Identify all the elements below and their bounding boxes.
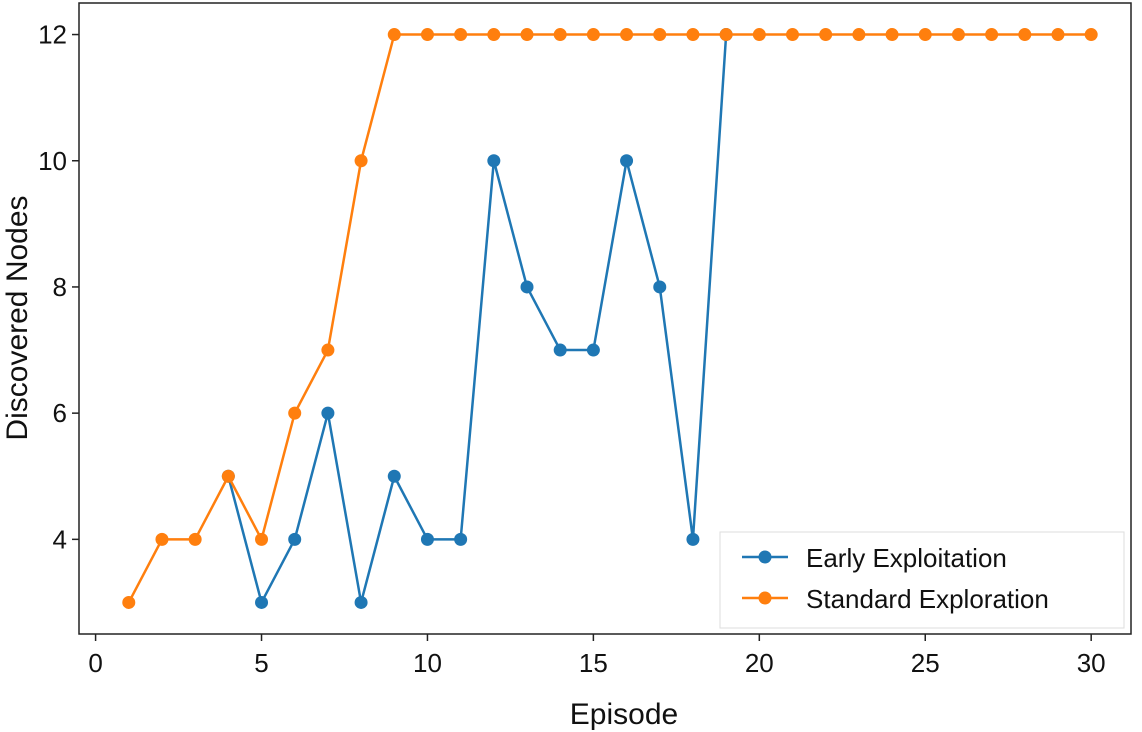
y-axis: 4 6 8 10 12 [38, 20, 79, 554]
legend-marker-early-exploitation [758, 550, 772, 564]
data-point-early-exploitation [586, 343, 600, 357]
data-point-early-exploitation [653, 280, 667, 294]
data-point-standard-exploration [1051, 28, 1065, 42]
plot-frame [78, 2, 1132, 635]
data-point-standard-exploration [354, 154, 368, 168]
y-tick-label: 10 [38, 146, 67, 176]
y-tick-label: 6 [53, 398, 67, 428]
data-point-standard-exploration [985, 28, 999, 42]
x-tick-label: 30 [1077, 648, 1106, 678]
data-point-standard-exploration [686, 28, 700, 42]
y-tick-label: 4 [53, 524, 67, 554]
data-point-early-exploitation [553, 343, 567, 357]
data-point-standard-exploration [719, 28, 733, 42]
data-point-standard-exploration [653, 28, 667, 42]
data-point-early-exploitation [520, 280, 534, 294]
x-tick-label: 20 [745, 648, 774, 678]
y-axis-title: Discovered Nodes [1, 195, 34, 440]
data-point-standard-exploration [1018, 28, 1032, 42]
x-axis-title: Episode [570, 698, 678, 731]
x-tick-label: 0 [88, 648, 102, 678]
data-point-standard-exploration [155, 532, 169, 546]
data-point-standard-exploration [454, 28, 468, 42]
data-point-standard-exploration [586, 28, 600, 42]
data-point-standard-exploration [918, 28, 932, 42]
legend-label-early-exploitation: Early Exploitation [806, 543, 1007, 573]
x-tick-label: 25 [911, 648, 940, 678]
data-point-standard-exploration [221, 469, 235, 483]
series-early-exploitation [221, 28, 733, 609]
data-point-early-exploitation [686, 532, 700, 546]
data-point-standard-exploration [620, 28, 634, 42]
data-point-standard-exploration [520, 28, 534, 42]
data-point-standard-exploration [387, 28, 401, 42]
series-layer [122, 28, 1098, 609]
x-tick-label: 15 [579, 648, 608, 678]
data-point-early-exploitation [288, 532, 302, 546]
data-point-standard-exploration [1084, 28, 1098, 42]
data-point-early-exploitation [354, 595, 368, 609]
legend: Early Exploitation Standard Exploration [719, 531, 1125, 629]
data-point-early-exploitation [321, 406, 335, 420]
y-tick-label: 8 [53, 272, 67, 302]
data-point-standard-exploration [852, 28, 866, 42]
data-point-standard-exploration [786, 28, 800, 42]
legend-box [719, 531, 1125, 629]
data-point-standard-exploration [255, 532, 269, 546]
data-point-standard-exploration [288, 406, 302, 420]
data-point-early-exploitation [387, 469, 401, 483]
series-line-early-exploitation [227, 34, 728, 604]
data-point-early-exploitation [487, 154, 501, 168]
data-point-early-exploitation [620, 154, 634, 168]
x-tick-label: 5 [254, 648, 268, 678]
data-point-early-exploitation [255, 595, 269, 609]
series-line-standard-exploration [127, 33, 1092, 604]
data-point-standard-exploration [885, 28, 899, 42]
x-axis: 0 5 10 15 20 25 30 [88, 634, 1106, 678]
data-point-standard-exploration [487, 28, 501, 42]
data-point-standard-exploration [122, 595, 136, 609]
data-point-standard-exploration [188, 532, 202, 546]
data-point-standard-exploration [951, 28, 965, 42]
data-point-early-exploitation [420, 532, 434, 546]
data-point-standard-exploration [819, 28, 833, 42]
legend-label-standard-exploration: Standard Exploration [806, 584, 1049, 614]
data-point-standard-exploration [553, 28, 567, 42]
data-point-standard-exploration [752, 28, 766, 42]
y-tick-label: 12 [38, 20, 67, 50]
x-tick-label: 10 [413, 648, 442, 678]
series-standard-exploration [122, 28, 1098, 609]
data-point-standard-exploration [321, 343, 335, 357]
data-point-standard-exploration [420, 28, 434, 42]
legend-marker-standard-exploration [758, 591, 772, 605]
data-point-early-exploitation [454, 532, 468, 546]
